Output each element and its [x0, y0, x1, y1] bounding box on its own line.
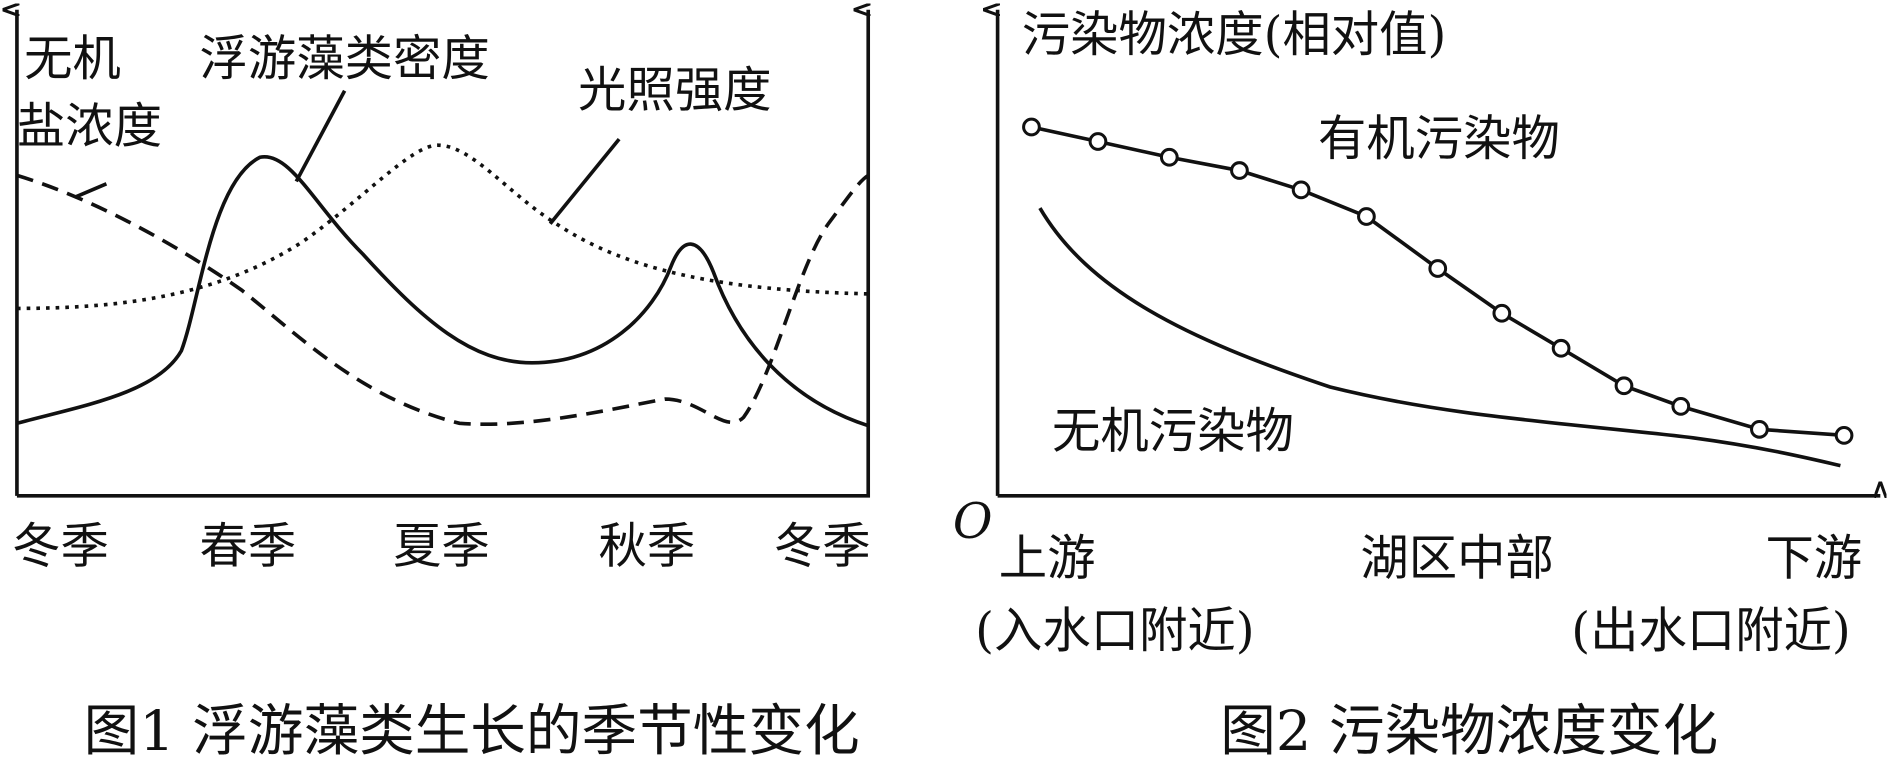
pointer [74, 182, 108, 199]
x-label: 秋季 [599, 518, 696, 574]
caption: 图1 浮游藻类生长的季节性变化 [84, 699, 860, 764]
x-label: 冬季 [774, 518, 871, 574]
point [1492, 303, 1512, 323]
x-label: 夏季 [393, 518, 490, 574]
point [1022, 117, 1041, 137]
label: 有机污染物 [1318, 111, 1560, 167]
y-label: 污染物浓度(相对值) [1022, 7, 1447, 63]
x-note: (入水口附近) [975, 603, 1255, 659]
origin: O [953, 494, 993, 550]
point [1614, 376, 1634, 396]
organic-curve [1031, 125, 1845, 438]
x-label: 湖区中部 [1360, 530, 1553, 586]
caption: 图2 污染物浓度变化 [1220, 699, 1718, 764]
x-label: 冬季 [12, 518, 109, 574]
light-curve [16, 143, 869, 311]
organic-points [1022, 117, 1854, 445]
x-label: 春季 [200, 518, 297, 574]
point [1088, 132, 1108, 151]
label: 盐浓度 [17, 99, 162, 155]
figure-1: 无机 盐浓度 浮游藻类密度 光照强度 冬季 春季 夏季 秋季 冬季 图1 浮游藻类生长的… [12, 10, 871, 764]
x-label: 下游 [1765, 530, 1862, 586]
point [1357, 207, 1376, 226]
pointer [294, 89, 347, 183]
axes [16, 10, 868, 498]
x-label: 上游 [999, 530, 1096, 586]
algae-curve [16, 155, 869, 428]
label: 无机 [24, 31, 121, 87]
point [1551, 338, 1571, 358]
x-note: (出水口附近) [1571, 603, 1851, 659]
point [1671, 396, 1691, 416]
inorganic-curve [1038, 207, 1841, 468]
salt-curve [16, 173, 870, 427]
point [1291, 180, 1311, 200]
point [1750, 419, 1769, 439]
point [1230, 161, 1249, 180]
point [1159, 147, 1179, 167]
point [1428, 259, 1448, 278]
label: 无机污染物 [1052, 403, 1294, 459]
point [1834, 425, 1854, 445]
pointer [548, 137, 621, 225]
x-labels: 冬季 春季 夏季 秋季 冬季 [12, 518, 871, 574]
label: 浮游藻类密度 [200, 31, 490, 87]
label: 光照强度 [578, 62, 771, 118]
figure-2: 污染物浓度(相对值) 有机污染物 无机污染物 O 上游 (入水口附近) 湖区中部… [953, 7, 1880, 764]
